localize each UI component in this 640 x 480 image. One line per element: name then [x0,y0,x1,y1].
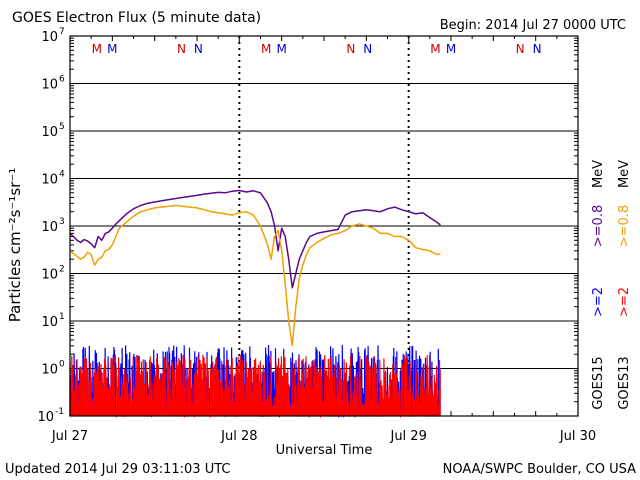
y-tick-exponent: 1 [59,312,65,322]
y-tick-label: 10 [41,315,58,330]
x-tick-label: Jul 27 [51,429,88,444]
orbit-marker: N [177,42,186,56]
y-tick-exponent: -1 [55,407,64,417]
orbit-marker: M [107,42,117,56]
label-goes13-08mev: >=0.8 [617,205,632,247]
y-tick-label: 10 [41,268,58,283]
y-tick-label: 10 [41,363,58,378]
series-goes15-08mev [69,189,441,289]
orbit-marker: N [194,42,203,56]
y-tick-label: 10 [41,78,58,93]
label-goes15-2mev: >=2 [591,287,606,317]
label-mev-2: MeV [617,160,632,188]
label-goes13: GOES13 [617,356,632,409]
orbit-marker: N [533,42,542,56]
y-tick-exponent: 3 [59,217,65,227]
label-goes15-08mev: >=0.8 [591,205,606,247]
x-axis-label: Universal Time [276,443,373,458]
x-tick-label: Jul 28 [220,429,257,444]
orbit-marker: N [516,42,525,56]
orbit-marker: M [430,42,440,56]
label-mev-1: MeV [591,160,606,188]
updated-time: Updated 2014 Jul 29 03:11:03 UTC [5,462,230,477]
x-tick-label: Jul 30 [559,429,596,444]
orbit-marker: M [276,42,286,56]
y-axis-label: Particles cm⁻²s⁻¹sr⁻¹ [6,168,24,322]
y-tick-exponent: 0 [59,360,65,370]
label-goes15: GOES15 [591,356,606,409]
y-tick-exponent: 5 [59,122,65,132]
orbit-marker: M [92,42,102,56]
credit-label: NOAA/SWPC Boulder, CO USA [443,462,636,477]
y-tick-exponent: 6 [59,75,65,85]
y-tick-label: 10 [41,173,58,188]
y-tick-exponent: 4 [59,170,65,180]
y-tick-label: 10 [37,410,54,425]
orbit-marker: N [346,42,355,56]
orbit-marker: M [261,42,271,56]
right-labels: GOES15 GOES13 >=2 >=2 >=0.8 >=0.8 MeV MeV [591,160,632,410]
orbit-marker: N [363,42,372,56]
y-tick-exponent: 2 [59,265,65,275]
label-goes13-2mev: >=2 [617,287,632,317]
y-tick-label: 10 [41,220,58,235]
y-tick-label: 10 [41,125,58,140]
plot-frame [69,35,579,417]
x-tick-label: Jul 29 [389,429,426,444]
series-goes13-08mev [69,204,441,347]
orbit-marker: M [446,42,456,56]
y-tick-exponent: 7 [59,27,65,37]
chart-title: GOES Electron Flux (5 minute data) [12,10,261,26]
begin-time: Begin: 2014 Jul 27 0000 UTC [440,18,626,33]
y-tick-label: 10 [41,30,58,45]
